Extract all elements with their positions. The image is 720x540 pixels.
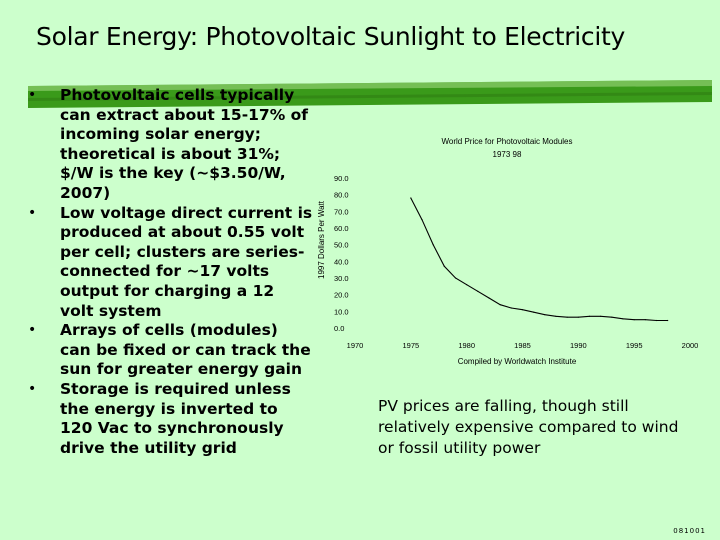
series-layer: [410, 197, 669, 322]
y-tick-label: 50.0: [334, 241, 349, 250]
price-point: [644, 319, 646, 321]
chart-caption: PV prices are falling, though still rela…: [378, 397, 679, 457]
bullet-item: • Low voltage direct current is produced …: [28, 204, 313, 322]
y-tick-label: 60.0: [334, 224, 349, 233]
chart-title: World Price for Photovoltaic Modules: [441, 137, 572, 146]
bullet-glyph: •: [28, 204, 37, 221]
bullet-list: • Photovoltaic cells typically can extrac…: [28, 86, 313, 458]
bullet-text: Storage is required unless the energy is…: [60, 379, 291, 457]
x-tick-label: 2000: [682, 341, 699, 350]
price-point: [600, 315, 602, 317]
x-tick-label: 1975: [402, 341, 419, 350]
x-tick-label: 1980: [458, 341, 475, 350]
bullet-glyph: •: [28, 322, 37, 339]
y-axis-label: 1997 Dollars Per Watt: [317, 200, 326, 279]
y-tick-label: 10.0: [334, 307, 349, 316]
price-point: [622, 318, 624, 320]
y-tick-label: 20.0: [334, 291, 349, 300]
bullet-item: • Photovoltaic cells typically can extrac…: [28, 86, 313, 204]
y-axis-ticks: 0.0 10.0 20.0 30.0 40.0 50.0 60.0 70.0 80.0 90.0: [334, 174, 349, 333]
price-point: [421, 219, 423, 221]
price-point: [454, 277, 457, 279]
y-tick-label: 40.0: [334, 257, 349, 266]
bullet-item: • Storage is required unless the energy i…: [28, 380, 313, 458]
price-series-line: [410, 197, 668, 322]
price-point: [655, 319, 658, 322]
x-tick-label: 1970: [347, 341, 364, 350]
price-point: [488, 297, 490, 299]
price-point: [633, 319, 635, 321]
band-highlight: [28, 80, 712, 91]
bullet-text: Arrays of cells (modules) can be fixed o…: [60, 321, 311, 379]
bullet-text: Low voltage direct current is produced a…: [60, 203, 313, 320]
price-point: [499, 304, 501, 306]
price-point: [667, 319, 669, 322]
price-point: [544, 314, 546, 316]
y-tick-label: 30.0: [334, 274, 349, 283]
bullet-item: • Arrays of cells (modules) can be fixed …: [28, 321, 313, 380]
chart-source-note: Compiled by Worldwatch Institute: [458, 357, 577, 366]
price-point: [410, 197, 412, 199]
y-tick-label: 70.0: [334, 207, 349, 216]
y-tick-label: 80.0: [334, 191, 349, 200]
decorative-green-band: [28, 80, 712, 108]
x-axis-ticks: 1970 1975 1980 1985 1990 1995 2000: [347, 341, 699, 350]
chart-subtitle: 1973 98: [493, 150, 522, 159]
price-point: [588, 315, 591, 317]
price-chart: World Price for Photovoltaic Modules 197…: [310, 128, 710, 376]
price-point: [577, 316, 579, 318]
bullet-glyph: •: [28, 380, 37, 397]
price-point: [466, 284, 468, 286]
price-point: [432, 244, 434, 246]
price-point: [510, 307, 512, 309]
price-point: [566, 316, 568, 318]
y-tick-label: 90.0: [334, 174, 349, 183]
bullet-glyph: •: [28, 87, 37, 103]
x-tick-label: 1985: [514, 341, 531, 350]
y-tick-label: 0.0: [334, 324, 344, 333]
price-chart-svg: World Price for Photovoltaic Modules 197…: [317, 137, 699, 366]
slide-code: 081001: [673, 527, 706, 535]
price-point: [555, 315, 557, 317]
price-point: [477, 290, 479, 292]
x-tick-label: 1995: [626, 341, 643, 350]
price-point: [611, 316, 613, 318]
price-point: [521, 309, 524, 311]
band-texture: [28, 92, 712, 101]
price-point: [443, 265, 445, 267]
bullet-text: Photovoltaic cells typically can extract…: [60, 86, 309, 202]
price-point: [533, 311, 535, 313]
x-tick-label: 1990: [570, 341, 587, 350]
slide-title: Solar Energy: Photovoltaic Sunlight to E…: [36, 22, 625, 51]
